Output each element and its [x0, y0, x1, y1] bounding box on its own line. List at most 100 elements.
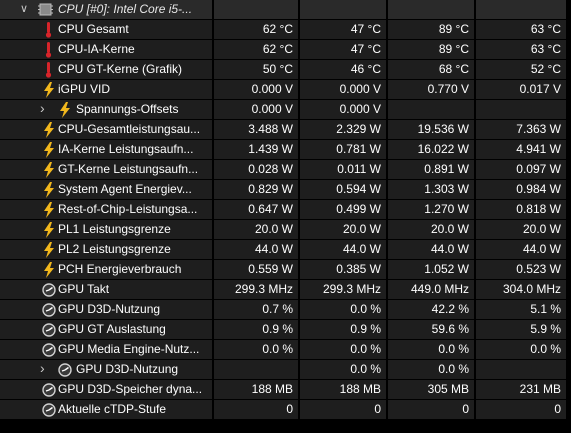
- sensor-label-cell[interactable]: Rest-of-Chip-Leistungsa...: [0, 200, 212, 219]
- value-current: 0.9 %: [214, 320, 298, 339]
- value-min: 20.0 W: [300, 220, 386, 239]
- sensor-row[interactable]: PL2 Leistungsgrenze 44.0 W 44.0 W 44.0 W 44.…: [0, 240, 571, 260]
- value-avg: 44.0 W: [476, 240, 566, 259]
- lightning-icon: [42, 202, 56, 218]
- value-min: 0.9 %: [300, 320, 386, 339]
- sensor-row[interactable]: GPU Takt 299.3 MHz 299.3 MHz 449.0 MHz 304.0…: [0, 280, 571, 300]
- sensor-label-cell[interactable]: CPU Gesamt: [0, 20, 212, 39]
- sensor-label: PCH Energieverbrauch: [58, 262, 182, 276]
- sensor-label-cell[interactable]: GT-Kerne Leistungsaufn...: [0, 160, 212, 179]
- sensor-label: IA-Kerne Leistungsaufn...: [58, 142, 194, 156]
- value-current: 0.000 V: [214, 80, 298, 99]
- sensor-label-cell[interactable]: iGPU VID: [0, 80, 212, 99]
- sensor-label-cell[interactable]: System Agent Energiev...: [0, 180, 212, 199]
- sensor-label: System Agent Energiev...: [58, 182, 192, 196]
- value-avg: 231 MB: [476, 380, 566, 399]
- thermometer-icon: [42, 62, 56, 78]
- sensor-label-cell[interactable]: PCH Energieverbrauch: [0, 260, 212, 279]
- value-max: 0.891 W: [388, 160, 474, 179]
- value-max: 89 °C: [388, 20, 474, 39]
- sensor-label-cell[interactable]: › Spannungs-Offsets: [0, 100, 212, 119]
- sensor-label: PL2 Leistungsgrenze: [58, 242, 171, 256]
- sensor-row[interactable]: CPU-Gesamtleistungsau... 3.488 W 2.329 W 19…: [0, 120, 571, 140]
- sensor-label-cell[interactable]: GPU D3D-Nutzung: [0, 300, 212, 319]
- value-min: 0.499 W: [300, 200, 386, 219]
- lightning-icon: [42, 222, 56, 238]
- sensor-row[interactable]: PCH Energieverbrauch 0.559 W 0.385 W 1.052 …: [0, 260, 571, 280]
- value-current: [214, 360, 298, 379]
- value-current: 3.488 W: [214, 120, 298, 139]
- value-max: 44.0 W: [388, 240, 474, 259]
- value-avg: 63 °C: [476, 20, 566, 39]
- sensor-label-cell[interactable]: GPU Media Engine-Nutz...: [0, 340, 212, 359]
- value-avg: 0.097 W: [476, 160, 566, 179]
- clock-icon: [42, 402, 56, 418]
- value-avg: 63 °C: [476, 40, 566, 59]
- sensor-row[interactable]: Aktuelle cTDP-Stufe 0 0 0 0: [0, 400, 571, 420]
- group-header-cpu[interactable]: ∨ CPU [#0]: Intel Core i5-...: [0, 0, 571, 20]
- value-min: 0.000 V: [300, 80, 386, 99]
- value-current: 62 °C: [214, 20, 298, 39]
- value-current: 20.0 W: [214, 220, 298, 239]
- value-min: 0.0 %: [300, 340, 386, 359]
- sensor-label: Rest-of-Chip-Leistungsa...: [58, 202, 198, 216]
- clock-icon: [42, 382, 56, 398]
- chevron-down-icon[interactable]: ∨: [20, 3, 29, 15]
- sensor-label-cell[interactable]: CPU-Gesamtleistungsau...: [0, 120, 212, 139]
- sensor-label: GPU Media Engine-Nutz...: [58, 342, 200, 356]
- group-title: CPU [#0]: Intel Core i5-...: [58, 2, 193, 16]
- value-avg: 0: [476, 400, 566, 419]
- sensor-label-cell[interactable]: IA-Kerne Leistungsaufn...: [0, 140, 212, 159]
- sensor-label-cell[interactable]: CPU-IA-Kerne: [0, 40, 212, 59]
- sensor-label-cell[interactable]: GPU D3D-Speicher dyna...: [0, 380, 212, 399]
- value-min: 0.0 %: [300, 300, 386, 319]
- sensor-row[interactable]: GPU Media Engine-Nutz... 0.0 % 0.0 % 0.0 % 0…: [0, 340, 571, 360]
- sensor-label-cell[interactable]: GPU Takt: [0, 280, 212, 299]
- value-current: 0.0 %: [214, 340, 298, 359]
- header-cell-avg: [476, 0, 566, 19]
- sensor-row[interactable]: CPU GT-Kerne (Grafik) 50 °C 46 °C 68 °C 52 °…: [0, 60, 571, 80]
- group-header-cell[interactable]: ∨ CPU [#0]: Intel Core i5-...: [0, 0, 212, 19]
- value-max: 0.770 V: [388, 80, 474, 99]
- sensor-row[interactable]: › GPU D3D-Nutzung 0.0 % 0.0 %: [0, 360, 571, 380]
- sensor-label-cell[interactable]: PL2 Leistungsgrenze: [0, 240, 212, 259]
- chevron-right-icon[interactable]: ›: [40, 360, 45, 376]
- sensor-row[interactable]: GPU D3D-Speicher dyna... 188 MB 188 MB 305 …: [0, 380, 571, 400]
- value-max: 1.270 W: [388, 200, 474, 219]
- sensor-row[interactable]: CPU Gesamt 62 °C 47 °C 89 °C 63 °C: [0, 20, 571, 40]
- value-current: 0.000 V: [214, 100, 298, 119]
- sensor-label: Aktuelle cTDP-Stufe: [58, 402, 167, 416]
- sensor-row[interactable]: GPU GT Auslastung 0.9 % 0.9 % 59.6 % 5.9 %: [0, 320, 571, 340]
- value-min: 0.385 W: [300, 260, 386, 279]
- sensor-row[interactable]: PL1 Leistungsgrenze 20.0 W 20.0 W 20.0 W 20.…: [0, 220, 571, 240]
- sensor-label-cell[interactable]: PL1 Leistungsgrenze: [0, 220, 212, 239]
- value-current: 0.7 %: [214, 300, 298, 319]
- sensor-row[interactable]: Rest-of-Chip-Leistungsa... 0.647 W 0.499 W…: [0, 200, 571, 220]
- lightning-icon: [42, 242, 56, 258]
- sensor-row[interactable]: › Spannungs-Offsets 0.000 V 0.000 V: [0, 100, 571, 120]
- value-min: 0.011 W: [300, 160, 386, 179]
- value-current: 0.028 W: [214, 160, 298, 179]
- lightning-icon: [42, 82, 56, 98]
- sensor-row[interactable]: CPU-IA-Kerne 62 °C 47 °C 89 °C 63 °C: [0, 40, 571, 60]
- header-cell-current: [214, 0, 298, 19]
- sensor-label: GPU GT Auslastung: [58, 322, 166, 336]
- sensor-label-cell[interactable]: › GPU D3D-Nutzung: [0, 360, 212, 379]
- cpu-chip-icon: [38, 3, 53, 16]
- value-avg: 0.523 W: [476, 260, 566, 279]
- sensor-row[interactable]: GPU D3D-Nutzung 0.7 % 0.0 % 42.2 % 5.1 %: [0, 300, 571, 320]
- value-max: 89 °C: [388, 40, 474, 59]
- sensor-label-cell[interactable]: Aktuelle cTDP-Stufe: [0, 400, 212, 419]
- sensor-label: GPU D3D-Nutzung: [76, 362, 179, 376]
- sensor-row[interactable]: iGPU VID 0.000 V 0.000 V 0.770 V 0.017 V: [0, 80, 571, 100]
- value-min: 0: [300, 400, 386, 419]
- value-avg: 0.0 %: [476, 340, 566, 359]
- chevron-right-icon[interactable]: ›: [40, 100, 45, 116]
- value-avg: 0.984 W: [476, 180, 566, 199]
- sensor-label-cell[interactable]: GPU GT Auslastung: [0, 320, 212, 339]
- sensor-row[interactable]: System Agent Energiev... 0.829 W 0.594 W 1.…: [0, 180, 571, 200]
- sensor-label-cell[interactable]: CPU GT-Kerne (Grafik): [0, 60, 212, 79]
